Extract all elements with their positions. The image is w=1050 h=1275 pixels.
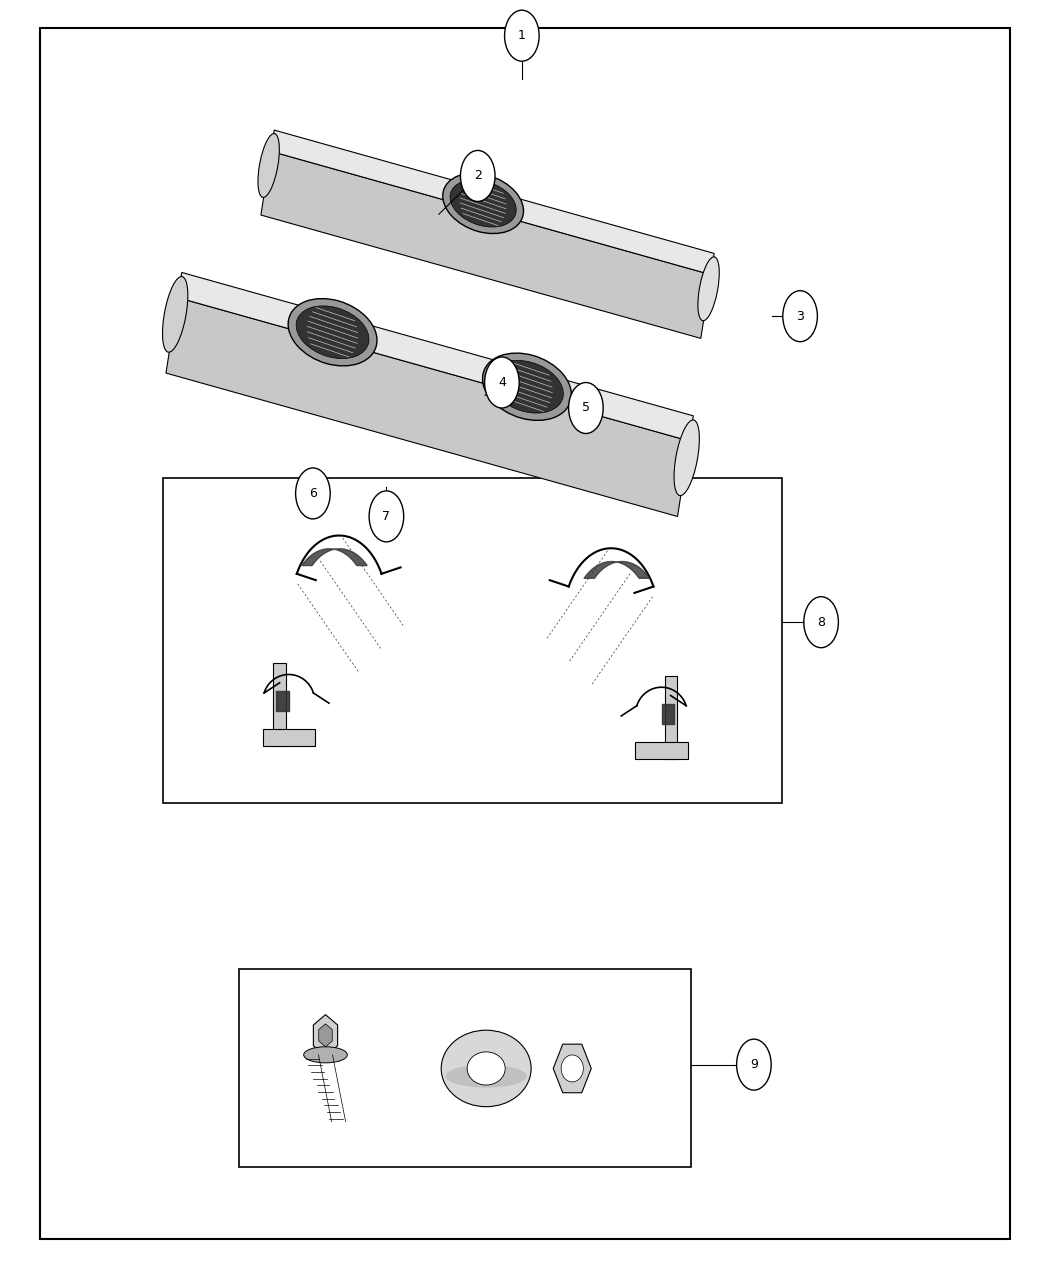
Bar xyxy=(239,969,691,1167)
Ellipse shape xyxy=(288,298,377,366)
Ellipse shape xyxy=(505,10,539,61)
Text: 9: 9 xyxy=(750,1058,758,1071)
Ellipse shape xyxy=(490,361,564,413)
Polygon shape xyxy=(177,273,693,441)
Ellipse shape xyxy=(674,419,699,496)
Ellipse shape xyxy=(296,468,330,519)
Polygon shape xyxy=(553,1044,591,1093)
Ellipse shape xyxy=(569,382,603,434)
Circle shape xyxy=(561,1054,584,1082)
Ellipse shape xyxy=(450,180,517,227)
Polygon shape xyxy=(260,152,711,338)
Polygon shape xyxy=(319,1024,332,1047)
Text: 7: 7 xyxy=(382,510,391,523)
Ellipse shape xyxy=(483,353,571,421)
Ellipse shape xyxy=(804,597,838,648)
Text: 8: 8 xyxy=(817,616,825,629)
Ellipse shape xyxy=(443,173,524,233)
Text: 1: 1 xyxy=(518,29,526,42)
Ellipse shape xyxy=(467,1052,505,1085)
Ellipse shape xyxy=(163,277,188,352)
Polygon shape xyxy=(262,729,315,746)
Polygon shape xyxy=(273,663,286,746)
Text: 6: 6 xyxy=(309,487,317,500)
Ellipse shape xyxy=(445,1065,527,1088)
Polygon shape xyxy=(166,297,690,516)
Ellipse shape xyxy=(370,491,403,542)
Polygon shape xyxy=(313,1015,338,1056)
Bar xyxy=(163,478,782,803)
Ellipse shape xyxy=(258,134,279,198)
Ellipse shape xyxy=(783,291,817,342)
Ellipse shape xyxy=(698,256,719,321)
Ellipse shape xyxy=(296,306,369,358)
Ellipse shape xyxy=(441,1030,531,1107)
Text: 2: 2 xyxy=(474,170,482,182)
Ellipse shape xyxy=(485,357,519,408)
Text: 5: 5 xyxy=(582,402,590,414)
Ellipse shape xyxy=(737,1039,771,1090)
Ellipse shape xyxy=(461,150,495,201)
Text: 3: 3 xyxy=(796,310,804,323)
Polygon shape xyxy=(271,130,714,274)
Polygon shape xyxy=(665,676,677,759)
Polygon shape xyxy=(635,742,688,759)
Ellipse shape xyxy=(303,1047,348,1063)
Text: 4: 4 xyxy=(498,376,506,389)
